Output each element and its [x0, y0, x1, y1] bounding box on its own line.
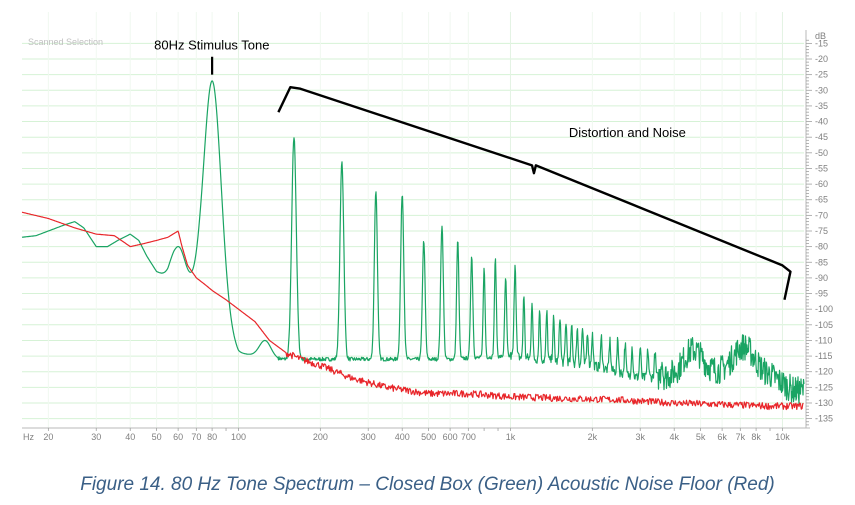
y-tick-label: -90 [815, 273, 828, 283]
series-green-spectrum [21, 80, 805, 404]
x-tick-label: 400 [395, 432, 410, 442]
selection-label: Scanned Selection [28, 37, 103, 47]
annotation-stimulus-tone: 80Hz Stimulus Tone [154, 38, 269, 53]
y-tick-label: -110 [815, 335, 832, 345]
x-tick-label: 3k [635, 432, 645, 442]
x-tick-label: 600 [443, 432, 458, 442]
y-tick-label: -70 [815, 210, 828, 220]
x-tick-label: 80 [207, 432, 217, 442]
y-tick-label: -55 [815, 163, 828, 173]
x-tick-label: 70 [191, 432, 201, 442]
y-tick-label: -130 [815, 398, 833, 408]
x-tick-label: 7k [736, 432, 746, 442]
x-tick-label: 700 [461, 432, 476, 442]
x-tick-label: 4k [669, 432, 679, 442]
y-tick-label: -80 [815, 242, 828, 252]
y-tick-label: -60 [815, 179, 828, 189]
series-red-noise-floor [21, 211, 804, 411]
y-tick-label: -100 [815, 304, 833, 314]
x-tick-label: 300 [361, 432, 376, 442]
x-tick-label: 2k [588, 432, 598, 442]
y-tick-label: -25 [815, 70, 828, 80]
x-tick-label: 60 [173, 432, 183, 442]
x-tick-label: 1k [506, 432, 516, 442]
spectrum-chart: Scanned Selection 80Hz Stimulus Tone Dis… [21, 12, 833, 442]
y-tick-label: -45 [815, 132, 828, 142]
x-tick-label: 30 [91, 432, 101, 442]
x-tick-label: 6k [717, 432, 727, 442]
y-tick-label: -40 [815, 117, 828, 127]
y-tick-label: -35 [815, 101, 828, 111]
x-tick-label: 200 [313, 432, 328, 442]
y-tick-label: -15 [815, 38, 828, 48]
y-tick-label: -50 [815, 148, 828, 158]
x-tick-label: 8k [751, 432, 761, 442]
y-tick-label: -95 [815, 289, 828, 299]
y-tick-label: -20 [815, 54, 828, 64]
axes: -15 -20 -25 -30 -35 -40 -45 -50 -55 -60 -65 -70 -75 -… [22, 30, 833, 442]
x-tick-label: 10k [775, 432, 790, 442]
series-layer [21, 80, 805, 411]
y-tick-label: -120 [815, 367, 833, 377]
x-unit-label: Hz [23, 432, 34, 442]
spectrum-chart-panel: Scanned Selection 80Hz Stimulus Tone Dis… [20, 12, 836, 452]
y-unit-label: dB [815, 31, 826, 41]
y-tick-label: -135 [815, 414, 833, 424]
y-tick-label: -105 [815, 320, 833, 330]
x-tick-label: 500 [421, 432, 436, 442]
x-tick-label: 5k [696, 432, 706, 442]
x-tick-label: 40 [125, 432, 135, 442]
y-tick-label: -65 [815, 195, 828, 205]
x-tick-label: 20 [43, 432, 53, 442]
y-tick-label: -85 [815, 257, 828, 267]
annotations: 80Hz Stimulus Tone Distortion and Noise [154, 38, 792, 301]
y-tick-label: -115 [815, 351, 832, 361]
figure-caption: Figure 14. 80 Hz Tone Spectrum – Closed … [80, 474, 775, 495]
y-tick-label: -125 [815, 382, 833, 392]
x-tick-label: 100 [231, 432, 246, 442]
y-tick-label: -75 [815, 226, 828, 236]
y-tick-label: -30 [815, 85, 828, 95]
x-tick-label: 50 [152, 432, 162, 442]
annotation-distortion-noise: Distortion and Noise [569, 125, 686, 140]
distortion-brace [277, 85, 792, 301]
